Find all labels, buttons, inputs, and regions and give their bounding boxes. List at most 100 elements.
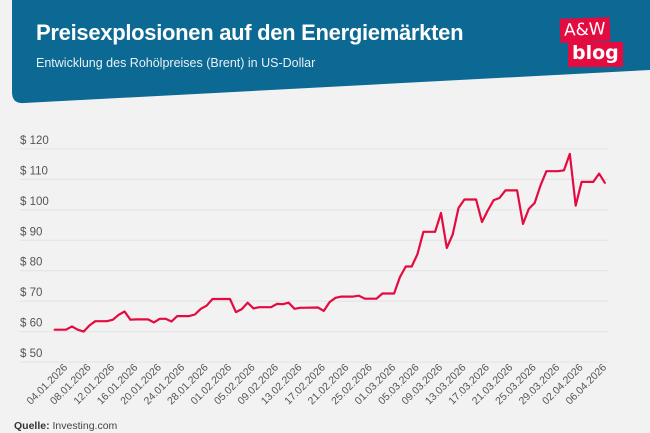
data-point <box>246 301 249 304</box>
y-tick-label: $ 70 <box>20 287 42 299</box>
data-point <box>463 198 466 201</box>
series-group <box>53 152 606 333</box>
source-value: Investing.com <box>52 420 118 432</box>
data-point <box>446 247 448 249</box>
source-label: Quelle: <box>14 420 50 432</box>
data-point <box>516 189 518 192</box>
header-background <box>12 0 650 104</box>
data-point <box>492 199 495 201</box>
data-point <box>363 297 366 300</box>
y-tick-label: $ 100 <box>20 196 49 208</box>
data-point <box>580 181 583 183</box>
data-point <box>533 202 536 204</box>
data-point <box>235 311 237 313</box>
data-point <box>598 172 600 175</box>
data-point <box>328 301 331 303</box>
data-point <box>170 320 173 323</box>
data-point <box>381 292 384 295</box>
data-point <box>188 315 190 317</box>
data-point <box>123 310 126 313</box>
data-point <box>410 265 413 268</box>
data-point <box>504 189 507 192</box>
data-point <box>393 292 395 295</box>
data-point <box>399 276 401 278</box>
data-point <box>117 314 120 316</box>
price-line <box>54 152 606 333</box>
data-point <box>334 296 337 299</box>
data-point <box>276 303 278 305</box>
data-point <box>352 295 354 298</box>
y-tick-label: $ 60 <box>20 318 42 330</box>
data-point <box>258 306 261 309</box>
data-point <box>76 328 79 331</box>
data-point <box>416 253 419 255</box>
data-point <box>440 212 442 214</box>
source-note: Quelle: Investing.com <box>14 420 117 432</box>
data-point <box>434 230 436 233</box>
data-point <box>592 181 595 183</box>
data-point <box>498 197 501 199</box>
data-point <box>481 221 483 223</box>
data-point <box>451 233 454 236</box>
data-point <box>604 182 606 184</box>
data-point <box>358 294 360 297</box>
data-point <box>82 330 85 333</box>
data-point <box>322 310 325 312</box>
y-tick-label: $ 120 <box>20 135 49 147</box>
data-point <box>405 265 407 268</box>
page-subtitle: Entwicklung des Rohölpreises (Brent) in … <box>36 56 316 70</box>
data-point <box>293 307 296 310</box>
data-point <box>539 184 542 187</box>
data-point <box>199 307 202 310</box>
y-tick-label: $ 80 <box>20 257 42 269</box>
data-point <box>487 209 489 212</box>
data-point <box>317 306 319 309</box>
data-point <box>88 324 91 327</box>
data-point <box>557 170 559 173</box>
y-tick-label: $ 50 <box>20 348 42 360</box>
data-point <box>53 328 56 331</box>
data-point <box>240 308 243 310</box>
x-axis-labels: 04.01.202608.01.202612.01.202616.01.2026… <box>24 362 609 408</box>
logo-blog: blog <box>568 42 623 67</box>
data-point <box>375 297 378 300</box>
data-point <box>563 169 565 172</box>
data-point <box>164 317 167 320</box>
data-point <box>229 298 231 300</box>
data-point <box>147 318 149 321</box>
data-point <box>528 208 530 210</box>
data-point <box>129 318 132 321</box>
data-point <box>270 306 272 309</box>
data-point <box>569 153 571 155</box>
data-point <box>71 325 73 328</box>
data-point <box>422 230 425 233</box>
data-point <box>574 204 577 207</box>
data-point <box>252 307 255 310</box>
data-point <box>194 313 196 316</box>
y-axis-labels: $ 50 $ 60 $ 70 $ 80 $ 90 $ 100 $ 110 $ 120 <box>20 135 49 360</box>
data-point <box>281 303 284 305</box>
data-point <box>475 198 477 201</box>
data-point <box>457 207 460 209</box>
header-banner <box>12 0 650 104</box>
data-point <box>94 320 97 323</box>
data-point <box>65 328 67 331</box>
data-point <box>211 298 214 300</box>
data-point <box>287 301 290 304</box>
y-tick-label: $ 90 <box>20 226 42 238</box>
page-title: Preisexplosionen auf den Energiemärkten <box>36 20 464 45</box>
data-point <box>135 318 138 321</box>
data-point <box>153 321 155 324</box>
data-point <box>522 223 524 225</box>
y-tick-label: $ 110 <box>20 165 48 177</box>
data-point <box>340 295 343 298</box>
data-point <box>106 320 108 323</box>
data-point <box>545 170 548 173</box>
data-point <box>299 307 302 309</box>
data-point <box>176 315 179 317</box>
data-point <box>205 304 208 307</box>
data-point <box>158 317 161 320</box>
data-point <box>112 318 114 321</box>
grid-lines <box>20 148 608 363</box>
